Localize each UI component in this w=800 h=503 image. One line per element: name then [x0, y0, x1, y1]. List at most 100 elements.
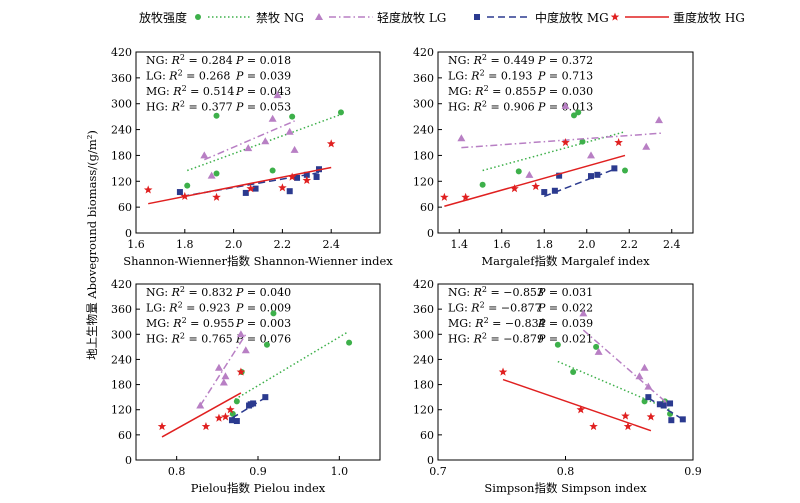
y-tick-label: 360 — [413, 72, 434, 85]
data-point-lg — [219, 378, 228, 386]
data-point-hg — [621, 411, 630, 420]
fit-line-ng — [234, 331, 348, 400]
fit-line-hg — [444, 154, 626, 208]
x-tick-label: 1.6 — [493, 238, 511, 251]
data-point-ng — [184, 182, 191, 189]
data-point-lg — [236, 330, 245, 338]
x-tick-label: 0.9 — [684, 465, 702, 478]
fit-line-mg — [231, 396, 267, 419]
data-point-ng — [554, 341, 561, 348]
x-tick-label: 0.8 — [168, 465, 186, 478]
series-mg — [541, 165, 618, 198]
stat-hg: HG: R2 = −0.879P = 0.021 — [448, 332, 593, 346]
x-tick-label: 2.0 — [578, 238, 596, 251]
x-tick-label: 2.4 — [322, 238, 340, 251]
y-tick-label: 300 — [413, 98, 434, 111]
data-point-hg — [302, 175, 312, 185]
x-axis-label: Pielou指数 Pielou index — [191, 481, 326, 495]
stat-lg: LG: R2 = 0.193 P = 0.713 — [448, 69, 593, 83]
data-point-hg — [143, 185, 153, 194]
data-point-hg — [157, 421, 167, 431]
legend-marker-lg — [315, 13, 323, 20]
stat-mg: MG: R2 = 0.955 P = 0.003 — [146, 316, 291, 330]
x-tick-label: 0.8 — [557, 465, 575, 478]
data-point-lg — [214, 363, 223, 371]
series-hg — [157, 367, 246, 438]
data-point-lg — [587, 151, 595, 159]
data-point-hg — [589, 421, 598, 431]
data-point-mg — [252, 185, 259, 192]
x-tick-label: 1.6 — [127, 238, 145, 251]
data-point-mg — [660, 402, 667, 409]
y-tick-label: 60 — [118, 201, 132, 214]
y-tick-label: 0 — [427, 454, 434, 467]
series-ng — [554, 341, 674, 417]
data-point-hg — [614, 138, 623, 147]
fit-line-lg — [204, 120, 295, 161]
chart-panel-3: 0 60 120 180 240 300 360 420 0.8 0.9 1.0 Pielou指数 P… — [111, 278, 381, 495]
y-tick-label: 60 — [118, 429, 132, 442]
series-mg — [228, 394, 269, 425]
fit-line-hg — [502, 378, 652, 432]
data-point-ng — [479, 181, 486, 188]
x-tick-label: 2.0 — [225, 238, 243, 251]
data-point-ng — [622, 167, 628, 174]
data-point-mg — [667, 400, 674, 407]
plot-frame — [135, 51, 381, 234]
series-mg — [645, 394, 686, 424]
data-point-ng — [575, 109, 582, 116]
y-tick-label: 300 — [111, 98, 132, 111]
series-hg — [440, 138, 626, 208]
fit-line-mg — [647, 397, 685, 421]
data-point-lg — [635, 372, 644, 380]
data-point-lg — [457, 134, 466, 142]
y-tick-label: 120 — [413, 175, 434, 188]
series-lg — [200, 91, 299, 179]
data-point-lg — [290, 145, 299, 153]
data-point-lg — [196, 401, 205, 409]
data-point-hg — [221, 412, 230, 421]
data-point-mg — [242, 189, 249, 196]
data-point-hg — [180, 191, 190, 201]
y-tick-label: 240 — [111, 124, 132, 137]
data-point-ng — [213, 170, 220, 177]
data-point-lg — [644, 382, 653, 390]
data-point-mg — [250, 400, 257, 407]
data-point-lg — [244, 144, 253, 152]
data-point-lg — [241, 346, 250, 354]
data-point-mg — [656, 401, 663, 408]
data-point-mg — [645, 394, 652, 401]
data-point-mg — [313, 173, 320, 180]
y-tick-label: 180 — [111, 379, 132, 392]
data-point-mg — [668, 417, 675, 424]
data-point-mg — [176, 189, 183, 196]
legend-label-lg: 轻度放牧 LG — [377, 10, 446, 25]
data-point-mg — [551, 187, 558, 194]
data-point-hg — [646, 412, 656, 421]
y-tick-label: 120 — [413, 404, 434, 417]
x-tick-label: 2.2 — [621, 238, 639, 251]
stat-mg: MG: R2 = −0.834P = 0.039 — [448, 316, 593, 330]
stat-lg: LG: R2 = −0.877P = 0.022 — [448, 301, 593, 315]
data-point-mg — [556, 172, 563, 179]
stat-ng: NG: R2 = 0.449 P = 0.372 — [448, 53, 593, 67]
stat-ng: NG: R2 = 0.284 P = 0.018 — [146, 53, 291, 67]
data-point-hg — [201, 421, 211, 431]
data-point-mg — [588, 173, 594, 180]
y-tick-label: 360 — [111, 72, 132, 85]
data-point-ng — [263, 341, 270, 348]
x-tick-label: 1.8 — [536, 238, 554, 251]
y-tick-label: 180 — [413, 149, 434, 162]
data-point-ng — [269, 167, 276, 174]
data-point-lg — [261, 137, 270, 145]
legend-title: 放牧强度 — [139, 10, 187, 25]
data-point-mg — [262, 394, 269, 401]
data-point-hg — [226, 405, 235, 414]
data-point-mg — [228, 417, 235, 424]
data-point-ng — [233, 398, 240, 405]
data-point-hg — [287, 172, 297, 181]
x-axis-label: Shannon-Wienner指数 Shannon-Wienner index — [123, 254, 393, 268]
x-axis-label: Margalef指数 Margalef index — [481, 254, 650, 268]
y-tick-label: 420 — [413, 278, 434, 291]
